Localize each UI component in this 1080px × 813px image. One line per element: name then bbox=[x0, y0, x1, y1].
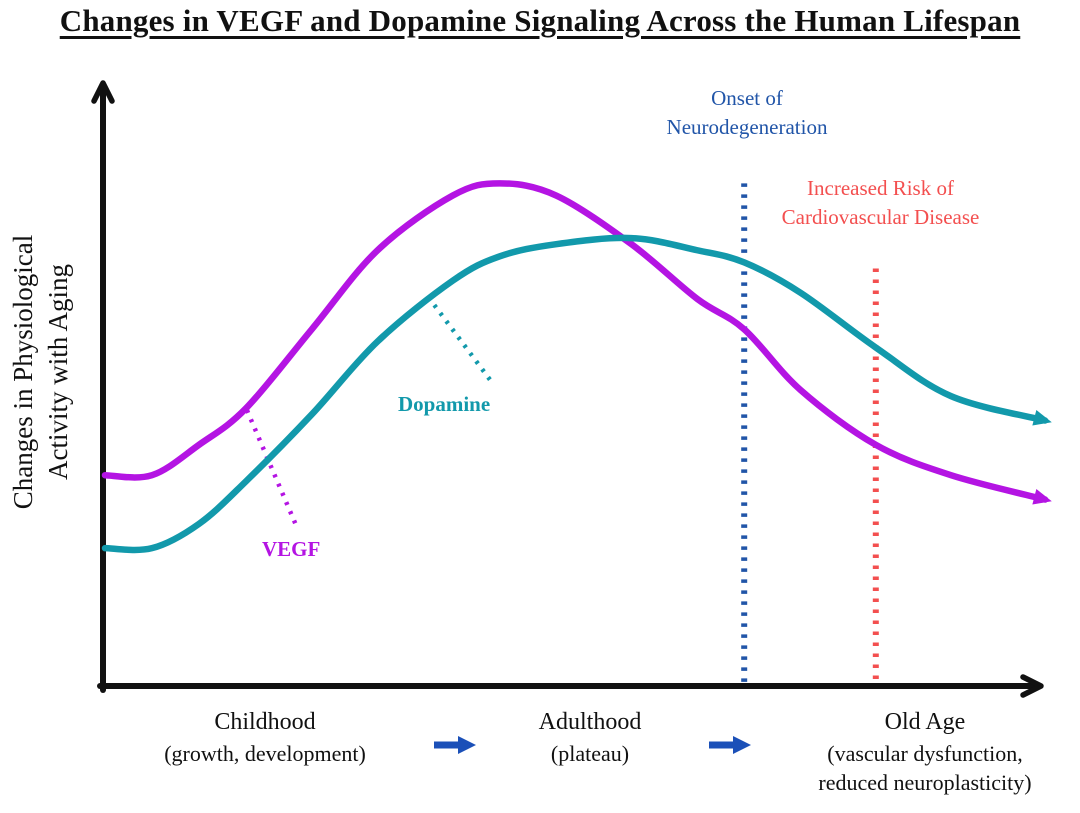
annotation-onset-neurodegeneration: Onset of Neurodegeneration bbox=[632, 84, 862, 143]
vegf-leader-line bbox=[244, 409, 299, 528]
stage-old-age-name: Old Age bbox=[884, 709, 966, 735]
stage-old-age-desc-line2: reduced neuroplasticity) bbox=[818, 769, 1032, 795]
dopamine-curve bbox=[101, 234, 1052, 554]
stage-old-age-desc-line1: (vascular dysfunction, bbox=[827, 740, 1023, 766]
vegf-curve bbox=[101, 180, 1052, 505]
annotation-cvd-line2: Cardiovascular Disease bbox=[781, 205, 980, 230]
stage-adulthood-desc: (plateau) bbox=[550, 740, 630, 766]
stage-arrow-2-icon bbox=[709, 736, 751, 754]
y-axis-label-line2: Activity with Aging bbox=[43, 264, 73, 481]
stage-adulthood: Adulthood (plateau) bbox=[465, 707, 715, 768]
annotation-onset-line1: Onset of bbox=[711, 86, 783, 110]
annotation-onset-line2: Neurodegeneration bbox=[666, 115, 828, 140]
chart-title: Changes in VEGF and Dopamine Signaling A… bbox=[59, 3, 1021, 38]
stage-childhood-name: Childhood bbox=[214, 709, 316, 735]
y-axis-label-line1: Changes in Physiological bbox=[7, 234, 38, 510]
dopamine-leader-line bbox=[426, 295, 495, 385]
vegf-curve-label: VEGF bbox=[262, 537, 321, 561]
stage-arrow-1-icon bbox=[434, 736, 476, 754]
stage-childhood: Childhood (growth, development) bbox=[135, 707, 395, 768]
stage-childhood-desc: (growth, development) bbox=[164, 740, 366, 766]
stage-adulthood-name: Adulthood bbox=[538, 709, 642, 735]
annotation-cvd-line1: Increased Risk of bbox=[807, 176, 954, 200]
annotation-cardiovascular-risk: Increased Risk of Cardiovascular Disease bbox=[763, 174, 998, 233]
y-axis-label: Changes in Physiological Activity with A… bbox=[6, 235, 76, 509]
stage-old-age: Old Age (vascular dysfunction, reduced n… bbox=[785, 707, 1065, 797]
dopamine-curve-label: Dopamine bbox=[398, 392, 491, 416]
